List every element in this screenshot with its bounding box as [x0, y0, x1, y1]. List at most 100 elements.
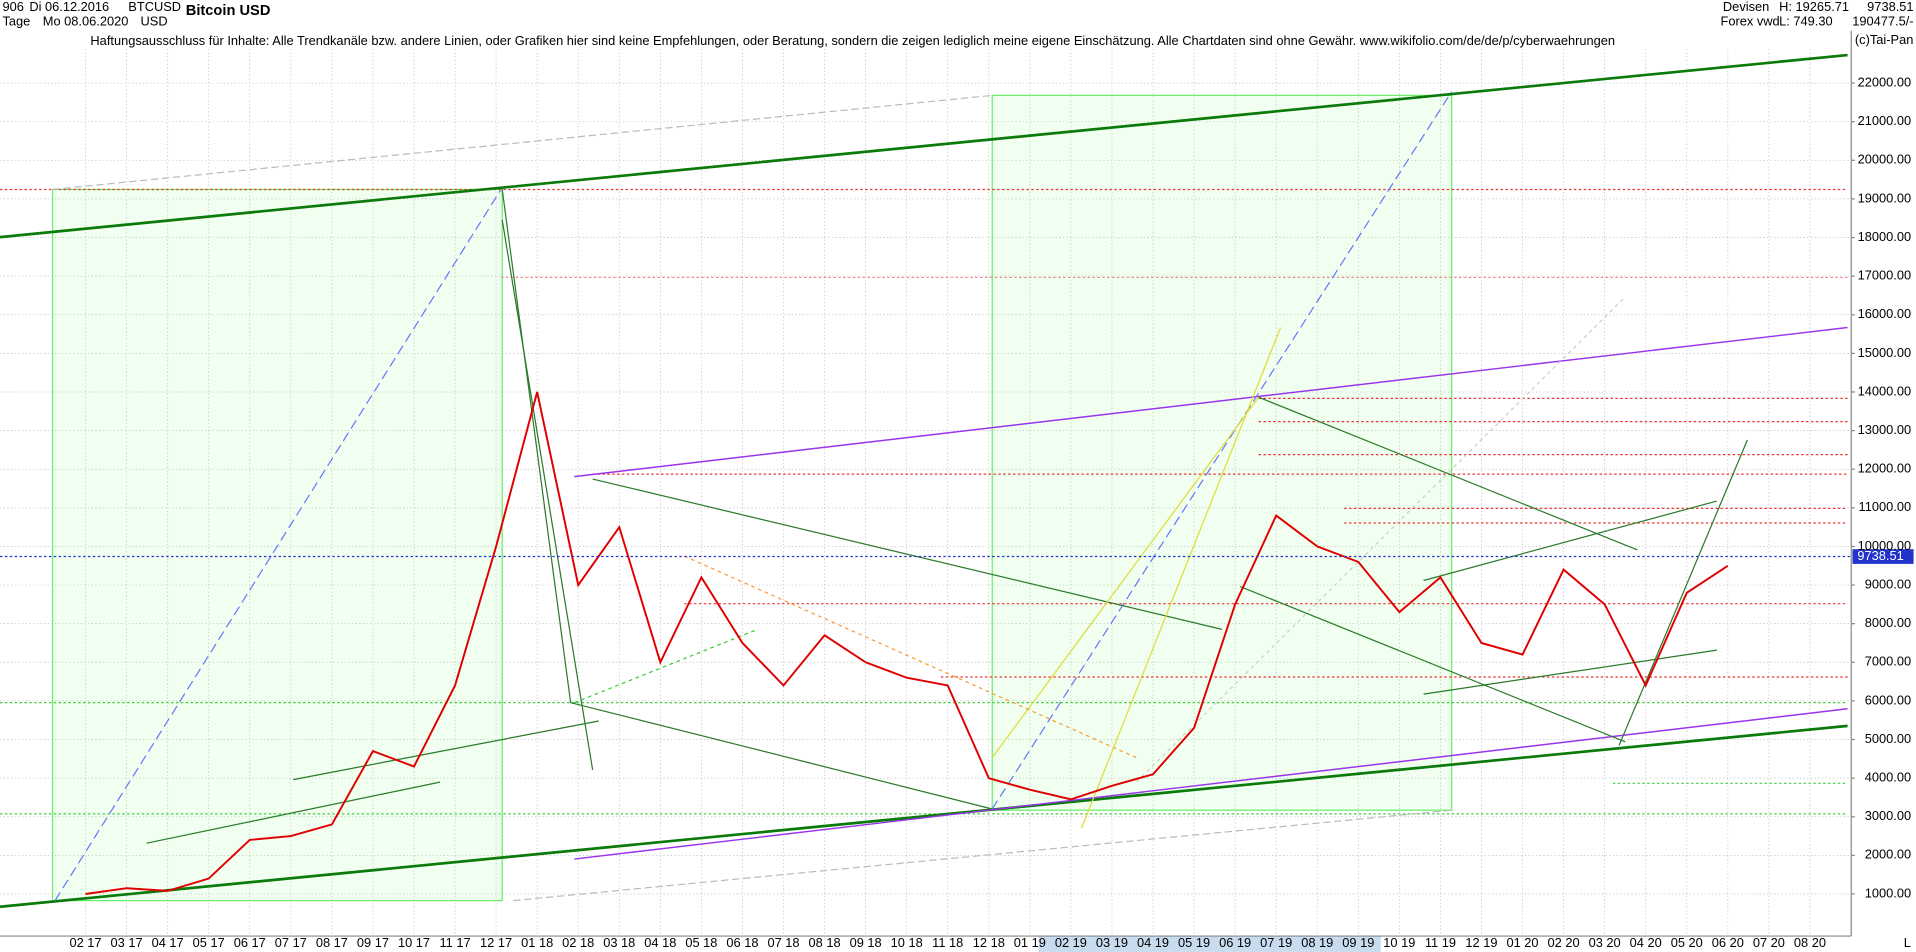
- y-tick-label: 16000.00: [1858, 306, 1912, 321]
- x-tick-label: 09 19: [1342, 935, 1374, 950]
- x-tick-label: 11 18: [932, 935, 963, 950]
- header-text: 9738.51: [1867, 0, 1913, 14]
- disclaimer: Haftungsausschluss für Inhalte: Alle Tre…: [90, 33, 1615, 48]
- y-tick-label: 9000.00: [1865, 576, 1911, 591]
- x-tick-label: 01 18: [521, 935, 553, 950]
- x-tick-label: 08 18: [809, 935, 841, 950]
- trend-line: [0, 724, 1848, 909]
- x-tick-label: 07 19: [1260, 935, 1292, 950]
- trend-line: [574, 326, 1848, 478]
- plot: [85, 391, 1729, 895]
- x-tick-label: 08 20: [1794, 935, 1826, 950]
- x-tick-label: 07 20: [1753, 935, 1785, 950]
- header-text: H: 19265.71: [1779, 0, 1849, 14]
- copyright: (c)Tai-Pan: [1855, 32, 1913, 47]
- y-tick-label: 7000.00: [1865, 654, 1911, 669]
- trend-line: [574, 708, 1848, 860]
- trend-line: [1423, 649, 1717, 695]
- x-tick-label: 06 17: [234, 935, 266, 950]
- header-text: L: 749.30: [1779, 13, 1833, 28]
- header-text: USD: [141, 13, 168, 28]
- y-tick-label: 12000.00: [1858, 461, 1912, 476]
- x-tick-label: 10 18: [891, 935, 923, 950]
- header-text: Forex vwd: [1720, 13, 1779, 28]
- x-tick-label: 04 17: [152, 935, 184, 950]
- header-text: Devisen: [1723, 0, 1769, 14]
- trend-line: [0, 53, 1848, 239]
- y-tick-label: 1000.00: [1865, 885, 1911, 900]
- y-tick-label: 22000.00: [1858, 74, 1912, 89]
- header-text: 906: [2, 0, 23, 14]
- grid: [0, 48, 1852, 937]
- x-tick-label: 08 17: [316, 935, 348, 950]
- x-tick-label: 10 17: [398, 935, 430, 950]
- x-tick-label: 06 20: [1712, 935, 1744, 950]
- header-text: 190477.5/-: [1852, 13, 1913, 28]
- x-tick-label: 02 18: [562, 935, 594, 950]
- x-tick-label: 03 18: [603, 935, 635, 950]
- y-tick-label: 10000.00: [1858, 538, 1912, 553]
- x-tick-label: 12 19: [1465, 935, 1497, 950]
- corner-label: L: [1904, 935, 1911, 950]
- trend-line: [1080, 327, 1282, 829]
- x-tick-label: 02 20: [1548, 935, 1580, 950]
- trend-line: [1240, 586, 1626, 743]
- x-tick-label: 01 20: [1506, 935, 1538, 950]
- x-tick-label: 06 19: [1219, 935, 1251, 950]
- price-line: [85, 391, 1729, 895]
- trend-line: [513, 809, 1452, 902]
- last-price-label: 9738.51: [1857, 548, 1903, 563]
- trend-line: [1135, 296, 1626, 783]
- trend-line: [1258, 396, 1638, 551]
- y-tick-label: 11000.00: [1859, 499, 1912, 514]
- y-tick-label: 6000.00: [1865, 692, 1911, 707]
- x-tick-label: 05 18: [685, 935, 717, 950]
- x-tick-label: 05 19: [1178, 935, 1210, 950]
- trend-line: [52, 94, 993, 191]
- trend-line: [146, 781, 441, 844]
- x-tick-label: 11 17: [439, 935, 470, 950]
- x-tick-label: 04 20: [1630, 935, 1662, 950]
- y-tick-label: 13000.00: [1858, 422, 1912, 437]
- y-tick-label: 8000.00: [1865, 615, 1911, 630]
- trend-line: [293, 720, 599, 781]
- x-tick-label: 07 18: [767, 935, 799, 950]
- x-tick-label: 12 18: [973, 935, 1005, 950]
- y-tick-label: 21000.00: [1858, 113, 1912, 128]
- header-text: BTCUSD: [128, 0, 181, 14]
- box: [991, 94, 1453, 811]
- y-tick-label: 4000.00: [1865, 770, 1911, 785]
- header-text: Mo 08.06.2020: [43, 13, 129, 28]
- header-box: [1716, 0, 1916, 31]
- trend-line: [501, 219, 594, 770]
- x-tick-label: 03 20: [1589, 935, 1621, 950]
- trend-line: [1423, 500, 1717, 582]
- x-tick-label: 09 17: [357, 935, 389, 950]
- y-tick-label: 14000.00: [1858, 383, 1912, 398]
- y-tick-label: 2000.00: [1865, 847, 1911, 862]
- header-text: Tage: [2, 13, 30, 28]
- x-tick-label: 09 18: [850, 935, 882, 950]
- last-price-box: [1852, 549, 1914, 564]
- y-tick-label: 15000.00: [1858, 345, 1912, 360]
- x-tick-label: 06 18: [726, 935, 758, 950]
- trend-line: [1618, 439, 1748, 746]
- y-tick-label: 19000.00: [1858, 190, 1912, 205]
- x-tick-label: 08 19: [1301, 935, 1333, 950]
- y-tick-label: 18000.00: [1858, 229, 1912, 244]
- axis-highlight: [1038, 936, 1381, 952]
- y-tick-label: 17000.00: [1858, 268, 1912, 283]
- box: [51, 188, 503, 902]
- y-tick-label: 20000.00: [1858, 152, 1912, 167]
- y-tick-label: 3000.00: [1865, 808, 1911, 823]
- drawings: [0, 53, 1848, 909]
- header-text: Di 06.12.2016: [29, 0, 109, 14]
- x-tick-label: 11 19: [1425, 935, 1456, 950]
- trend-line: [54, 189, 502, 901]
- instrument-name: Bitcoin USD: [186, 3, 271, 19]
- x-tick-label: 04 18: [644, 935, 676, 950]
- x-tick-label: 03 17: [111, 935, 143, 950]
- x-tick-label: 04 19: [1137, 935, 1169, 950]
